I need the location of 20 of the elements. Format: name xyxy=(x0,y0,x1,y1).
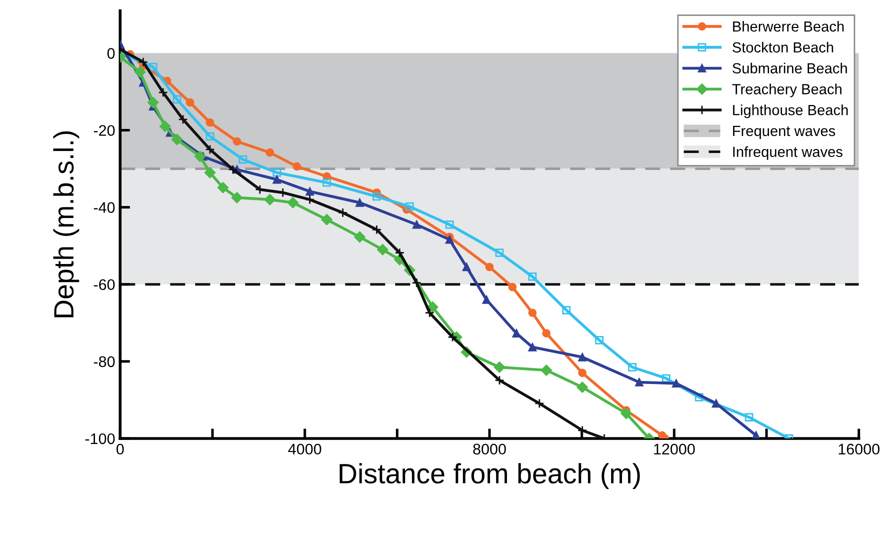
band-label: Frequent waves xyxy=(733,126,836,139)
legend-label: Lighthouse Beach xyxy=(733,104,848,118)
legend-label: Bherwerre Beach xyxy=(733,20,844,32)
legend-label: Stockton Beach xyxy=(732,42,834,53)
y-tick-label: -60 xyxy=(94,279,115,290)
legend-label: Infrequent waves xyxy=(733,146,842,160)
x-axis-title: Distance from beach (m) xyxy=(340,463,640,490)
x-tick-label: 4000 xyxy=(288,444,322,455)
y-tick-label: -40 xyxy=(94,202,115,213)
y-tick-label: -20 xyxy=(94,125,115,136)
x-tick-label: 12000 xyxy=(654,444,695,455)
x-tick-label: 16000 xyxy=(838,444,880,455)
x-tick-label: 8000 xyxy=(473,444,506,455)
y-axis-title: Depth (m.b.s.l.) xyxy=(53,131,80,318)
y-tick-label: 0 xyxy=(107,48,115,59)
legend-label: Submarine Beach xyxy=(732,62,847,74)
x-tick-label: 0 xyxy=(116,444,124,455)
y-tick-label: -80 xyxy=(94,356,115,368)
y-tick-label: -100 xyxy=(85,433,115,444)
legend-label: Treachery Beach xyxy=(732,84,842,98)
